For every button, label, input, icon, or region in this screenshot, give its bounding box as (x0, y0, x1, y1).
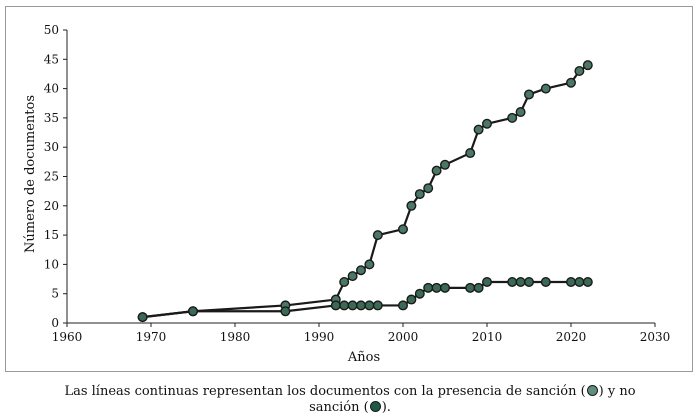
series-2-point (372, 300, 383, 311)
x-tick-label: 2020 (556, 330, 587, 344)
series-2-point (330, 300, 341, 311)
series-1-point (507, 112, 518, 123)
series-2-point (431, 282, 442, 293)
series-1-point (540, 83, 551, 94)
series-1-point (574, 66, 585, 77)
x-tick-label: 1990 (304, 330, 335, 344)
series-1-point (524, 89, 535, 100)
legend-marker-sanction (586, 385, 598, 396)
series-2-point (515, 276, 526, 287)
series-2-point (566, 276, 577, 287)
series-2-point (187, 306, 198, 317)
series-1-point (482, 118, 493, 129)
chart-axes (66, 30, 655, 324)
chart-ticks: 1960 1970 1980 1990 2000 2010 2020 203005101520… (44, 23, 671, 344)
series-1-point (339, 276, 350, 287)
series-2-point (406, 294, 417, 305)
x-axis-label: Años (347, 350, 380, 365)
series-1-point (566, 77, 577, 88)
series-2-point (339, 300, 350, 311)
series-1-point (582, 60, 593, 71)
series-2-point (137, 312, 148, 323)
x-tick-label: 2010 (472, 330, 503, 344)
series-2-point (423, 282, 434, 293)
series-1-point (414, 189, 425, 200)
series-2-point (440, 282, 451, 293)
series-2-point (356, 300, 367, 311)
series-1-point (364, 259, 375, 270)
series-2-point (398, 300, 409, 311)
y-tick-label: 25 (44, 170, 59, 184)
series-1-point (398, 224, 409, 235)
series-2-point (473, 282, 484, 293)
caption-text-1: Las líneas continuas representan los doc… (64, 384, 586, 399)
series-2-point (574, 276, 585, 287)
x-tick-label: 1970 (136, 330, 167, 344)
x-tick-label: 2030 (640, 330, 671, 344)
y-tick-label: 45 (44, 52, 59, 66)
series-2-point (482, 276, 493, 287)
y-axis-label: Número de documentos (23, 95, 38, 253)
series-2-point (347, 300, 358, 311)
series-2-point (465, 282, 476, 293)
figure-frame (5, 6, 693, 372)
series-2-point (364, 300, 375, 311)
y-tick-label: 5 (51, 287, 59, 301)
chart-series (137, 60, 593, 323)
y-tick-label: 35 (44, 111, 59, 125)
series-line-2 (142, 280, 588, 319)
y-tick-label: 30 (44, 140, 59, 154)
series-1-point (347, 271, 358, 282)
series-1-point (473, 124, 484, 135)
caption-text-3: sanción ( (309, 400, 369, 415)
y-tick-label: 40 (44, 82, 59, 96)
series-2-point (414, 288, 425, 299)
caption-text-4: ). (381, 400, 391, 415)
series-1-point (372, 230, 383, 241)
y-tick-label: 20 (44, 199, 59, 213)
caption-text-2: ) y no (598, 384, 636, 399)
series-1-point (465, 148, 476, 159)
y-tick-label: 0 (51, 316, 59, 330)
series-1-point (515, 107, 526, 118)
series-2-point (524, 276, 535, 287)
x-tick-label: 1960 (52, 330, 83, 344)
series-1-point (431, 165, 442, 176)
line-chart: 1960 1970 1980 1990 2000 2010 2020 203005101520… (23, 23, 671, 365)
series-2-point (507, 276, 518, 287)
x-tick-label: 2000 (388, 330, 419, 344)
y-tick-label: 10 (44, 257, 59, 271)
series-1-point (440, 159, 451, 170)
x-tick-label: 1980 (220, 330, 251, 344)
series-2-point (582, 276, 593, 287)
legend-marker-no-sanction (369, 401, 381, 412)
series-2-point (280, 306, 291, 317)
series-2-point (540, 276, 551, 287)
figure-caption: Las líneas continuas representan los doc… (40, 384, 660, 416)
y-tick-label: 15 (44, 228, 59, 242)
series-1-point (406, 200, 417, 211)
series-1-point (423, 183, 434, 194)
y-tick-label: 50 (44, 23, 59, 37)
series-1-point (356, 265, 367, 276)
